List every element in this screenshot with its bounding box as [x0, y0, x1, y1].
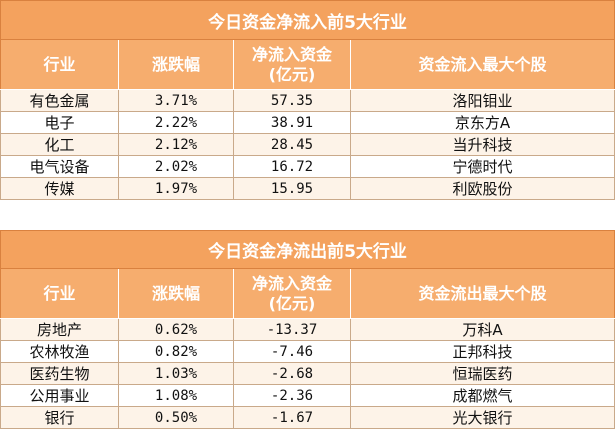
top-stock-cell: 万科A	[349, 318, 615, 341]
inflow-header-net-flow-line1: 净流入资金	[251, 44, 332, 64]
change-cell: 2.12%	[118, 133, 234, 156]
inflow-header-top-stock: 资金流入最大个股	[349, 39, 615, 90]
inflow-header-change: 涨跌幅	[118, 39, 234, 90]
inflow-table: 今日资金净流入前5大行业 行业 涨跌幅 净流入资金 (亿元) 资金流入最大个股 …	[0, 0, 615, 200]
table-row: 有色金属 3.71% 57.35 洛阳钼业	[0, 89, 615, 112]
change-cell: 2.02%	[118, 155, 234, 178]
net-flow-cell: -1.67	[233, 406, 351, 429]
change-cell: 0.82%	[118, 340, 234, 363]
industry-cell: 电子	[0, 111, 119, 134]
top-stock-cell: 恒瑞医药	[349, 362, 615, 385]
outflow-header-net-flow-line2: (亿元)	[268, 293, 316, 313]
net-flow-cell: 57.35	[233, 89, 351, 112]
industry-cell: 传媒	[0, 177, 119, 200]
net-flow-cell: -2.68	[233, 362, 351, 385]
outflow-table-title: 今日资金净流出前5大行业	[0, 230, 615, 269]
outflow-header-net-flow: 净流入资金 (亿元)	[233, 268, 351, 319]
net-flow-cell: -13.37	[233, 318, 351, 341]
industry-cell: 化工	[0, 133, 119, 156]
top-stock-cell: 宁德时代	[349, 155, 615, 178]
inflow-title-row: 今日资金净流入前5大行业	[0, 0, 615, 40]
top-stock-cell: 利欧股份	[349, 177, 615, 200]
industry-cell: 银行	[0, 406, 119, 429]
inflow-header-net-flow-line2: (亿元)	[268, 64, 316, 84]
net-flow-cell: -7.46	[233, 340, 351, 363]
top-stock-cell: 京东方A	[349, 111, 615, 134]
net-flow-cell: -2.36	[233, 384, 351, 407]
table-row: 电子 2.22% 38.91 京东方A	[0, 111, 615, 134]
top-stock-cell: 光大银行	[349, 406, 615, 429]
change-cell: 0.50%	[118, 406, 234, 429]
industry-cell: 有色金属	[0, 89, 119, 112]
outflow-table: 今日资金净流出前5大行业 行业 涨跌幅 净流入资金 (亿元) 资金流出最大个股 …	[0, 230, 615, 429]
table-row: 公用事业 1.08% -2.36 成都燃气	[0, 384, 615, 407]
change-cell: 0.62%	[118, 318, 234, 341]
top-stock-cell: 洛阳钼业	[349, 89, 615, 112]
industry-cell: 农林牧渔	[0, 340, 119, 363]
industry-cell: 电气设备	[0, 155, 119, 178]
outflow-header-row: 行业 涨跌幅 净流入资金 (亿元) 资金流出最大个股	[0, 268, 615, 319]
inflow-header-row: 行业 涨跌幅 净流入资金 (亿元) 资金流入最大个股	[0, 39, 615, 90]
net-flow-cell: 16.72	[233, 155, 351, 178]
outflow-header-industry: 行业	[0, 268, 119, 319]
table-row: 电气设备 2.02% 16.72 宁德时代	[0, 155, 615, 178]
industry-cell: 房地产	[0, 318, 119, 341]
change-cell: 1.03%	[118, 362, 234, 385]
industry-cell: 公用事业	[0, 384, 119, 407]
change-cell: 3.71%	[118, 89, 234, 112]
inflow-header-industry: 行业	[0, 39, 119, 90]
net-flow-cell: 38.91	[233, 111, 351, 134]
top-stock-cell: 当升科技	[349, 133, 615, 156]
table-row: 银行 0.50% -1.67 光大银行	[0, 406, 615, 429]
table-row: 医药生物 1.03% -2.68 恒瑞医药	[0, 362, 615, 385]
table-row: 化工 2.12% 28.45 当升科技	[0, 133, 615, 156]
table-row: 农林牧渔 0.82% -7.46 正邦科技	[0, 340, 615, 363]
table-row: 传媒 1.97% 15.95 利欧股份	[0, 177, 615, 200]
outflow-title-row: 今日资金净流出前5大行业	[0, 230, 615, 269]
industry-cell: 医药生物	[0, 362, 119, 385]
net-flow-cell: 15.95	[233, 177, 351, 200]
change-cell: 2.22%	[118, 111, 234, 134]
table-row: 房地产 0.62% -13.37 万科A	[0, 318, 615, 341]
change-cell: 1.08%	[118, 384, 234, 407]
change-cell: 1.97%	[118, 177, 234, 200]
inflow-header-net-flow: 净流入资金 (亿元)	[233, 39, 351, 90]
net-flow-cell: 28.45	[233, 133, 351, 156]
top-stock-cell: 成都燃气	[349, 384, 615, 407]
outflow-header-top-stock: 资金流出最大个股	[349, 268, 615, 319]
top-stock-cell: 正邦科技	[349, 340, 615, 363]
outflow-header-net-flow-line1: 净流入资金	[251, 273, 332, 293]
outflow-header-change: 涨跌幅	[118, 268, 234, 319]
inflow-table-title: 今日资金净流入前5大行业	[0, 0, 615, 40]
